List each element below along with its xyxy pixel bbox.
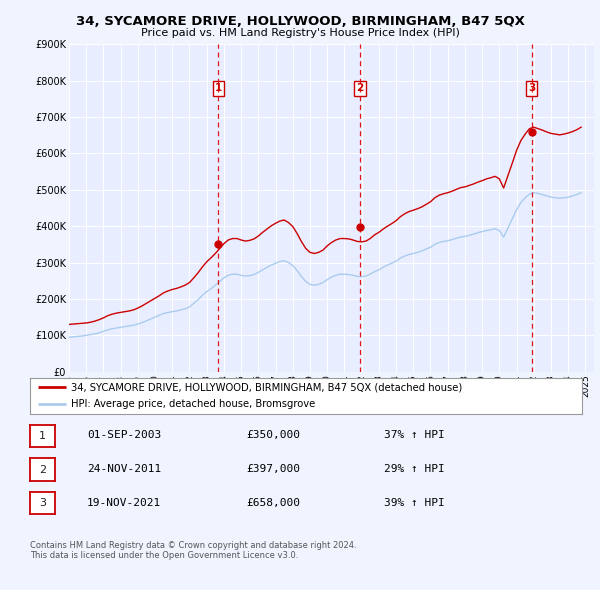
- Text: 19-NOV-2021: 19-NOV-2021: [87, 498, 161, 507]
- Text: 3: 3: [39, 499, 46, 508]
- Text: HPI: Average price, detached house, Bromsgrove: HPI: Average price, detached house, Brom…: [71, 399, 316, 409]
- Text: 24-NOV-2011: 24-NOV-2011: [87, 464, 161, 474]
- Text: Price paid vs. HM Land Registry's House Price Index (HPI): Price paid vs. HM Land Registry's House …: [140, 28, 460, 38]
- Text: 2: 2: [356, 83, 364, 93]
- Text: 01-SEP-2003: 01-SEP-2003: [87, 431, 161, 440]
- Text: 39% ↑ HPI: 39% ↑ HPI: [384, 498, 445, 507]
- Text: Contains HM Land Registry data © Crown copyright and database right 2024.: Contains HM Land Registry data © Crown c…: [30, 541, 356, 550]
- Text: 34, SYCAMORE DRIVE, HOLLYWOOD, BIRMINGHAM, B47 5QX: 34, SYCAMORE DRIVE, HOLLYWOOD, BIRMINGHA…: [76, 15, 524, 28]
- Text: 2: 2: [39, 465, 46, 474]
- Text: This data is licensed under the Open Government Licence v3.0.: This data is licensed under the Open Gov…: [30, 552, 298, 560]
- Text: 1: 1: [39, 431, 46, 441]
- Text: 29% ↑ HPI: 29% ↑ HPI: [384, 464, 445, 474]
- Text: 37% ↑ HPI: 37% ↑ HPI: [384, 431, 445, 440]
- Text: 3: 3: [528, 83, 535, 93]
- Text: £350,000: £350,000: [246, 431, 300, 440]
- Text: 1: 1: [215, 83, 222, 93]
- Text: 34, SYCAMORE DRIVE, HOLLYWOOD, BIRMINGHAM, B47 5QX (detached house): 34, SYCAMORE DRIVE, HOLLYWOOD, BIRMINGHA…: [71, 382, 463, 392]
- Text: £397,000: £397,000: [246, 464, 300, 474]
- Text: £658,000: £658,000: [246, 498, 300, 507]
